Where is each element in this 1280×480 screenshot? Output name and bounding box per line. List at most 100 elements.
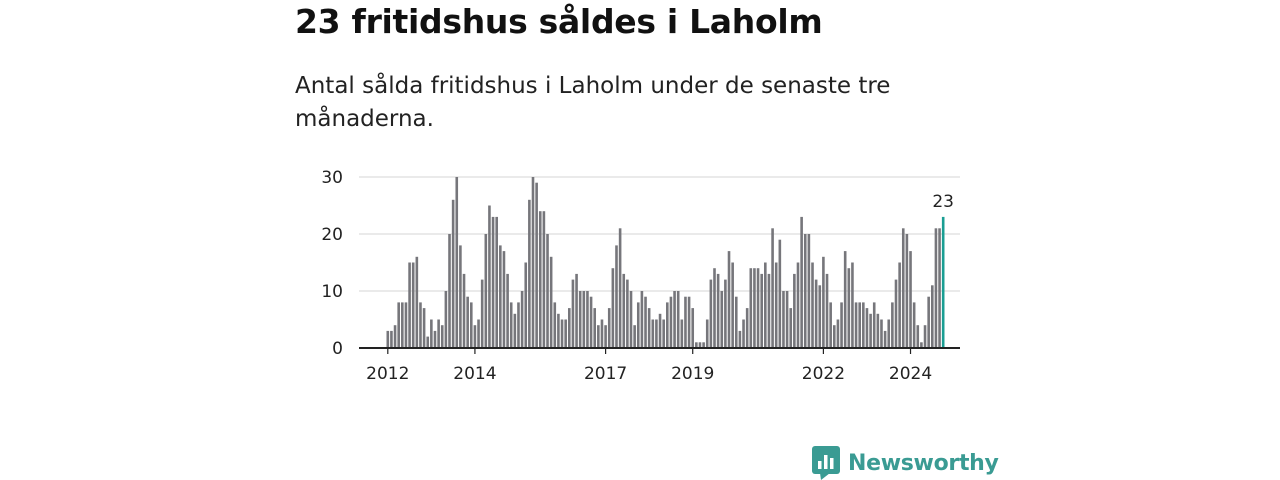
bar: [742, 319, 745, 348]
brand-logo: Newsworthy: [812, 446, 999, 480]
bar: [898, 262, 901, 348]
bar: [451, 199, 455, 348]
bar: [633, 325, 636, 348]
bar: [734, 296, 738, 348]
bar: [386, 330, 390, 348]
bar: [524, 262, 528, 348]
bar: [698, 342, 702, 348]
bar: [597, 325, 600, 348]
bar: [404, 302, 408, 348]
bar: [934, 228, 938, 348]
bar: [847, 268, 851, 348]
bar: [789, 308, 793, 348]
bar: [615, 245, 618, 348]
bar: [923, 325, 927, 348]
bar: [738, 330, 742, 348]
bar: [687, 296, 691, 348]
bar: [912, 302, 916, 348]
chart-subtitle: Antal sålda fritidshus i Laholm under de…: [295, 73, 891, 132]
bar: [767, 273, 771, 348]
bar: [477, 319, 480, 348]
bar: [749, 268, 753, 348]
bar: [876, 313, 880, 348]
bar: [611, 268, 615, 348]
bar: [891, 302, 894, 348]
bar: [509, 302, 513, 348]
bar: [836, 319, 840, 348]
bar: [760, 273, 763, 348]
bar: [513, 313, 517, 348]
bar: [858, 302, 861, 348]
bar: [502, 251, 506, 348]
y-tick-label: 10: [321, 282, 343, 302]
newsworthy-logo-icon: [812, 446, 840, 480]
bar: [618, 228, 622, 348]
bar: [440, 325, 444, 348]
bar: [909, 251, 912, 348]
bar: [589, 296, 593, 348]
bar: [549, 256, 553, 348]
bar: [720, 291, 724, 348]
bar: [695, 342, 698, 348]
bar: [520, 291, 524, 348]
bar: [854, 302, 858, 348]
bar: [785, 291, 789, 348]
bar: [444, 291, 448, 348]
bar: [851, 262, 854, 348]
bar: [709, 279, 713, 348]
bar: [774, 262, 778, 348]
bar: [629, 291, 633, 348]
bar: [796, 262, 800, 348]
bar: [644, 296, 647, 348]
brand-name: Newsworthy: [848, 450, 999, 476]
bar: [938, 228, 941, 348]
bar: [535, 182, 538, 348]
bar: [666, 302, 669, 348]
bar: [491, 216, 495, 348]
bar: [430, 319, 433, 348]
bar: [800, 216, 803, 348]
bar: [901, 228, 905, 348]
bar: [894, 279, 898, 348]
bar: [546, 234, 549, 348]
bar: [793, 273, 796, 348]
x-tick-label: 2022: [802, 364, 845, 384]
bar: [636, 302, 640, 348]
bar: [818, 285, 822, 348]
y-tick-label: 30: [321, 168, 343, 188]
bar: [920, 342, 923, 348]
highlight-bar: [941, 216, 945, 348]
bar: [560, 319, 564, 348]
bar: [872, 302, 876, 348]
y-tick-label: 20: [321, 225, 343, 245]
bar: [745, 308, 749, 348]
bar: [705, 319, 709, 348]
bar: [542, 211, 546, 348]
bar: [538, 211, 542, 348]
bar: [862, 302, 865, 348]
bar: [676, 291, 680, 348]
bar: [568, 308, 571, 348]
bar: [803, 234, 807, 348]
chart-title: 23 fritidshus såldes i Laholm: [295, 2, 823, 41]
x-tick-label: 2024: [889, 364, 932, 384]
bar: [771, 228, 774, 348]
bar: [869, 313, 872, 348]
bar: [640, 291, 644, 348]
bar: [702, 342, 705, 348]
bar: [669, 296, 673, 348]
bar: [658, 313, 662, 348]
bar: [753, 268, 756, 348]
bar: [724, 279, 727, 348]
bar: [840, 302, 843, 348]
x-tick-label: 2014: [453, 364, 496, 384]
bar: [586, 291, 589, 348]
bar: [713, 268, 716, 348]
bar: [393, 325, 397, 348]
bar: [756, 268, 760, 348]
bar: [843, 251, 847, 348]
bar: [578, 291, 582, 348]
bar: [778, 239, 782, 348]
bar: [927, 296, 930, 348]
bar: [426, 336, 430, 348]
